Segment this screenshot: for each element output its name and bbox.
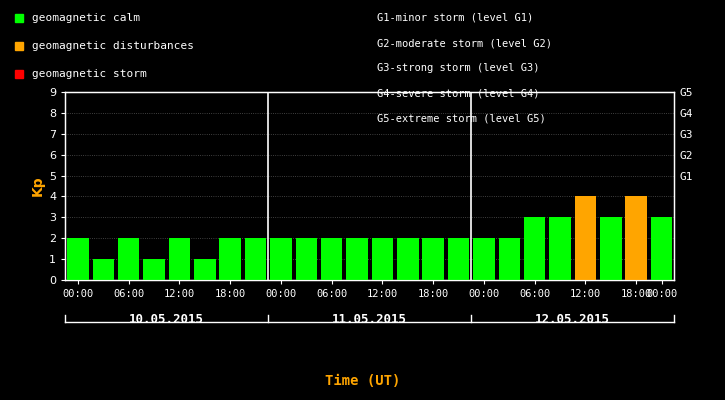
Text: geomagnetic calm: geomagnetic calm — [32, 13, 140, 23]
Bar — [550, 217, 571, 280]
Text: G5-extreme storm (level G5): G5-extreme storm (level G5) — [377, 114, 546, 124]
Bar — [575, 196, 596, 280]
Text: 12.05.2015: 12.05.2015 — [535, 314, 610, 326]
Bar — [169, 238, 190, 280]
Bar — [372, 238, 393, 280]
Bar — [93, 259, 114, 280]
Text: geomagnetic storm: geomagnetic storm — [32, 69, 146, 79]
Text: 11.05.2015: 11.05.2015 — [332, 314, 407, 326]
Text: Time (UT): Time (UT) — [325, 374, 400, 388]
Y-axis label: Kp: Kp — [31, 176, 45, 196]
Bar — [245, 238, 266, 280]
Bar — [270, 238, 291, 280]
Bar — [118, 238, 139, 280]
Text: 10.05.2015: 10.05.2015 — [129, 314, 204, 326]
Bar — [194, 259, 215, 280]
Bar — [600, 217, 621, 280]
Bar — [626, 196, 647, 280]
Bar — [67, 238, 88, 280]
Bar — [296, 238, 317, 280]
Bar — [144, 259, 165, 280]
Text: G4-severe storm (level G4): G4-severe storm (level G4) — [377, 89, 539, 99]
Bar — [220, 238, 241, 280]
Bar — [499, 238, 520, 280]
Bar — [347, 238, 368, 280]
Text: G3-strong storm (level G3): G3-strong storm (level G3) — [377, 64, 539, 74]
Bar — [524, 217, 545, 280]
Text: G2-moderate storm (level G2): G2-moderate storm (level G2) — [377, 38, 552, 48]
Bar — [423, 238, 444, 280]
Bar — [473, 238, 494, 280]
Bar — [651, 217, 672, 280]
Text: G1-minor storm (level G1): G1-minor storm (level G1) — [377, 13, 534, 23]
Bar — [321, 238, 342, 280]
Bar — [397, 238, 418, 280]
Bar — [448, 238, 469, 280]
Text: geomagnetic disturbances: geomagnetic disturbances — [32, 41, 194, 51]
